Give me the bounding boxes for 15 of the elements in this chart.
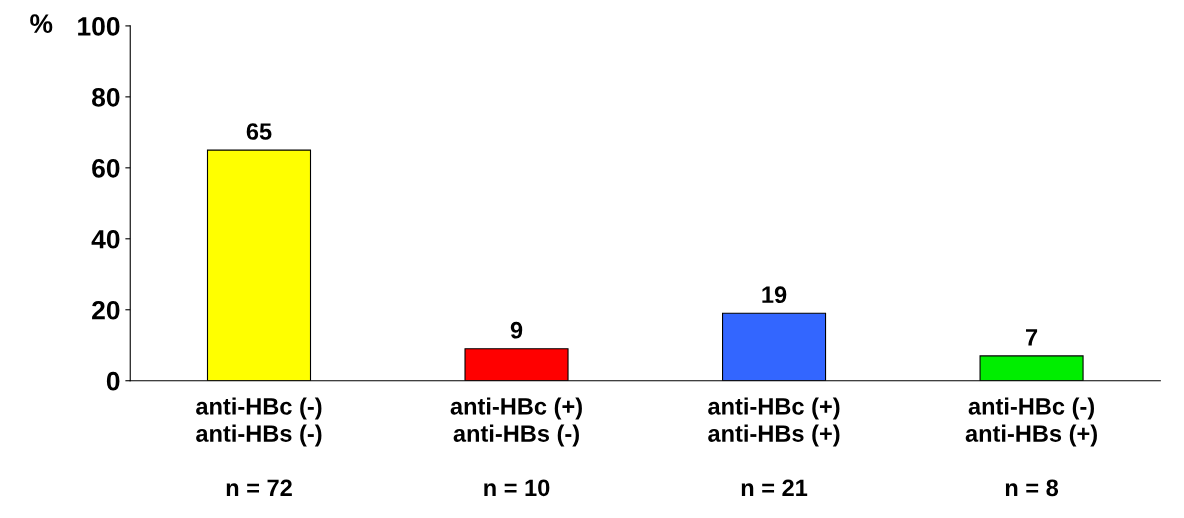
data-label: 9: [510, 321, 523, 339]
y-tick-label: 20: [92, 300, 120, 320]
category-label: anti-HBc (+) anti-HBs (-) n = 10: [450, 397, 582, 497]
y-tick-label: 40: [91, 229, 120, 249]
y-tick-label: 80: [92, 88, 120, 107]
category-label: anti-HBc (+) anti-HBs (+) n = 21: [708, 397, 840, 496]
category-label: anti-HBc (-) anti-HBs (+) n = 8: [965, 397, 1097, 497]
data-label: 19: [762, 286, 787, 304]
y-tick-label: 0: [106, 371, 120, 391]
y-tick-label: 100: [78, 17, 120, 36]
y-tick-label: 60: [92, 158, 120, 178]
data-label: 65: [246, 123, 272, 140]
category-label: anti-HBc (-) anti-HBs (-) n = 72: [196, 397, 322, 496]
data-label: 7: [1026, 329, 1038, 346]
y-axis-title: %: [30, 14, 53, 33]
